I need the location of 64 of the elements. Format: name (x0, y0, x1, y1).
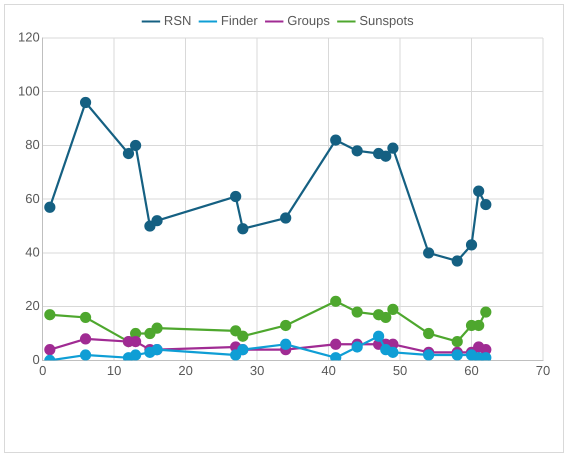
y-tick-label: 20 (25, 298, 40, 314)
point (44, 344, 56, 356)
point (280, 338, 292, 350)
point (352, 306, 363, 318)
point (122, 148, 134, 160)
x-tick-label: 70 (536, 362, 550, 378)
point (44, 309, 56, 320)
legend-label: Sunspots (359, 13, 414, 28)
point (144, 220, 156, 232)
legend-label: Groups (287, 13, 330, 28)
point (452, 349, 463, 360)
point (373, 330, 384, 342)
legend-label: RSN (164, 13, 192, 28)
point (452, 336, 463, 348)
point (230, 325, 242, 336)
point (237, 330, 248, 342)
point (330, 296, 342, 307)
point (330, 134, 342, 146)
point (330, 338, 342, 350)
point (352, 145, 363, 156)
point (280, 320, 292, 332)
y-tick-label: 40 (25, 244, 40, 260)
point (130, 349, 142, 360)
point (80, 96, 92, 108)
point (423, 328, 434, 340)
point (80, 333, 92, 345)
point (387, 304, 399, 315)
y-tick-label: 0 (32, 352, 40, 367)
point (144, 328, 156, 340)
point (230, 190, 242, 202)
y-tick-label: 80 (25, 137, 40, 152)
point (237, 223, 248, 234)
point (380, 150, 392, 162)
x-tick-label: 50 (392, 362, 408, 378)
point (480, 352, 492, 360)
point (387, 142, 399, 154)
x-tick-label: 20 (178, 362, 193, 378)
point (423, 349, 434, 360)
point (480, 306, 492, 318)
legend-label: Finder (220, 13, 258, 28)
point (473, 186, 484, 197)
y-tick-label: 120 (18, 30, 40, 45)
point (387, 346, 399, 358)
point (130, 140, 142, 152)
y-tick-label: 100 (18, 83, 40, 98)
point (352, 341, 363, 353)
point (80, 349, 92, 360)
point (330, 352, 342, 360)
point (80, 312, 92, 324)
point (423, 247, 434, 259)
point (151, 215, 163, 226)
point (480, 198, 492, 210)
point (380, 312, 392, 324)
x-tick-label: 30 (250, 362, 264, 378)
point (466, 239, 478, 250)
point (280, 212, 292, 224)
point (151, 322, 163, 334)
point (230, 349, 242, 360)
x-tick-label: 10 (106, 362, 122, 378)
x-tick-label: 60 (464, 362, 479, 378)
point (452, 255, 463, 267)
y-tick-label: 60 (25, 190, 40, 206)
point (44, 202, 56, 213)
x-tick-label: 40 (321, 362, 336, 378)
